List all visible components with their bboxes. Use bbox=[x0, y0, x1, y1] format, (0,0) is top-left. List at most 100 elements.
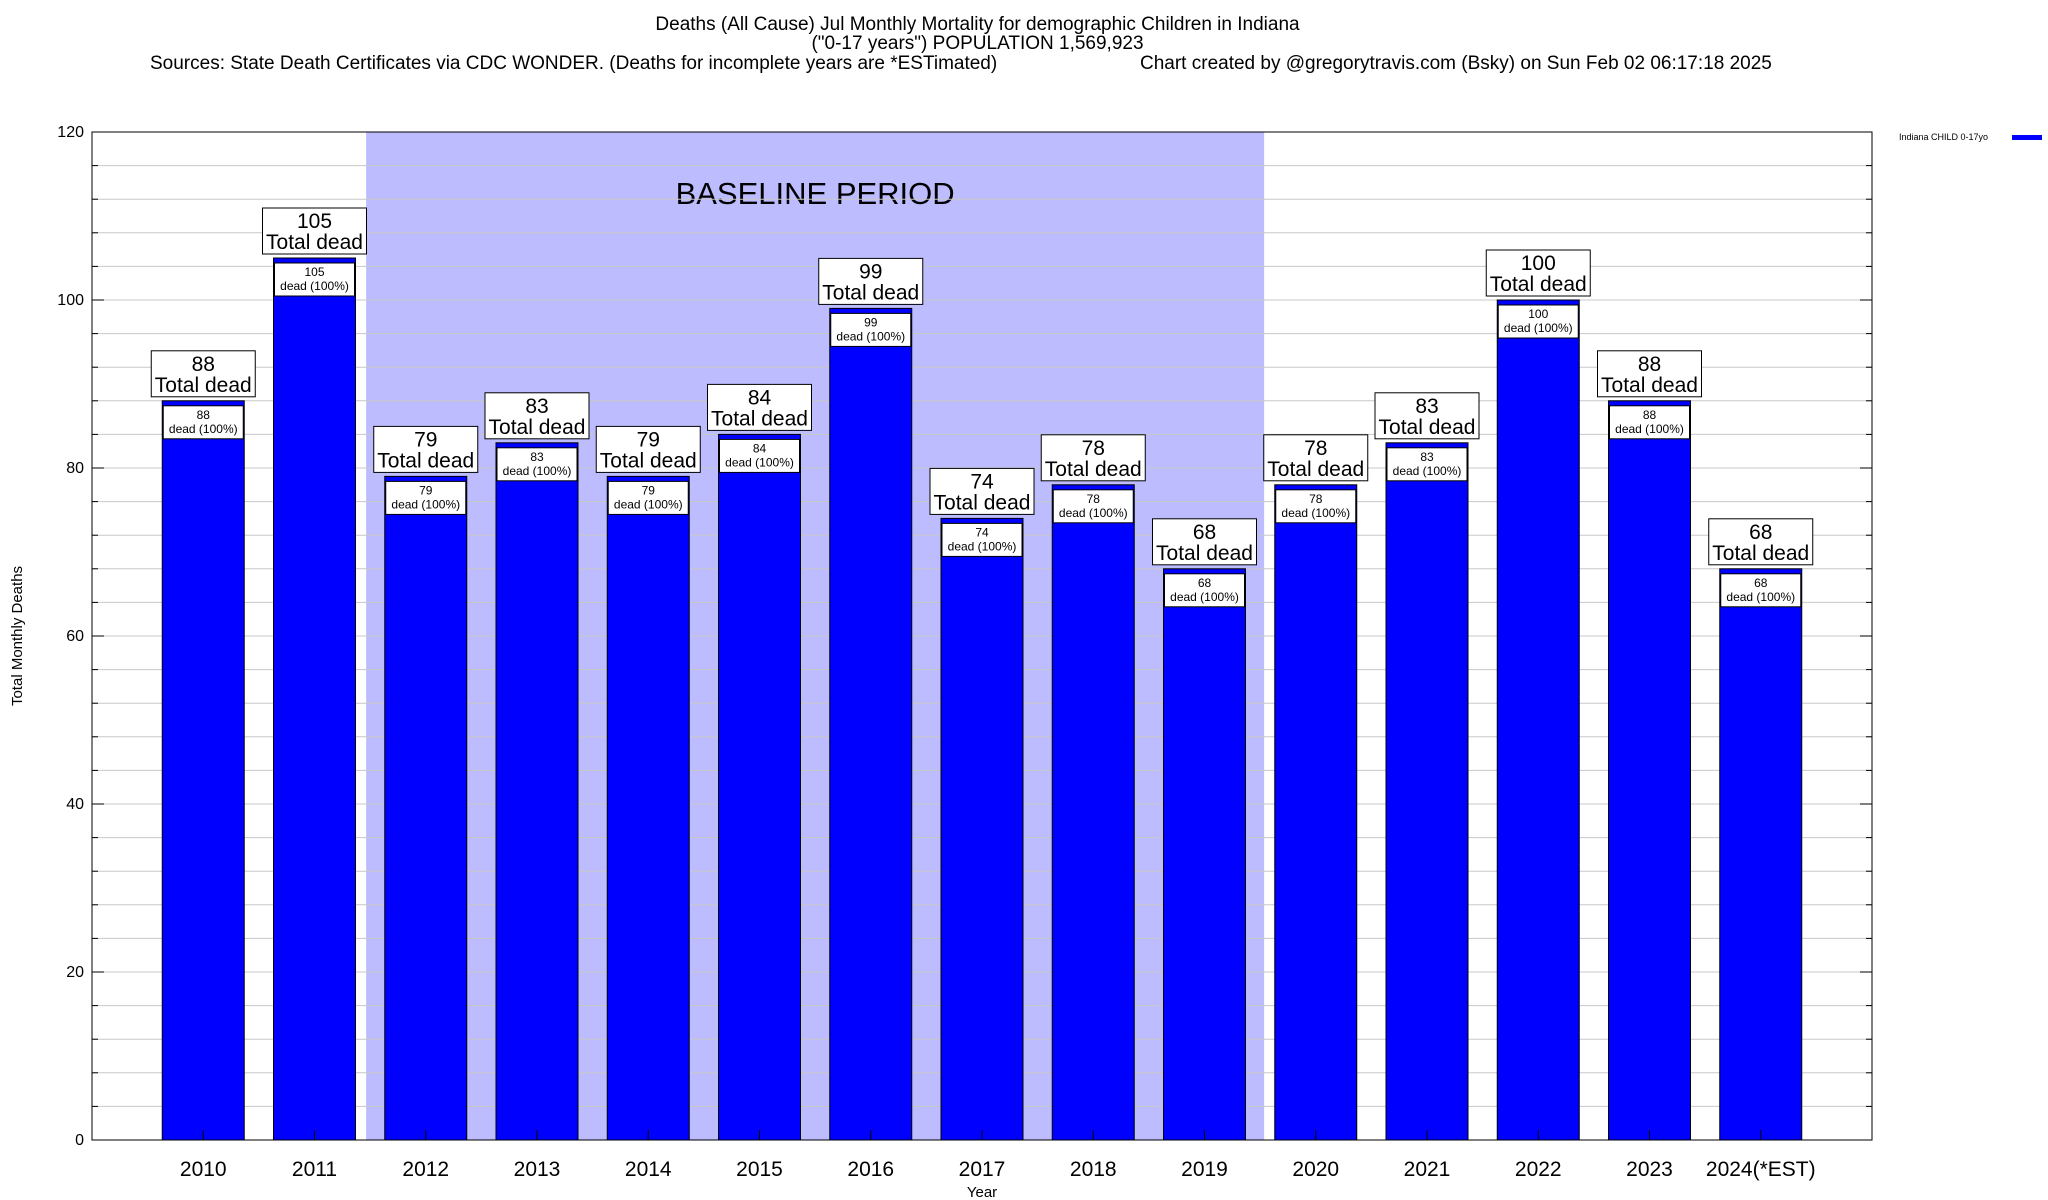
total-dead-label: Total dead bbox=[1379, 416, 1476, 439]
inner-dead-label: dead (100%) bbox=[1393, 464, 1462, 478]
total-label-box bbox=[1040, 434, 1146, 482]
total-value-label: 83 bbox=[525, 395, 548, 418]
total-value-label: 83 bbox=[1415, 395, 1438, 418]
y-tick-label: 80 bbox=[66, 460, 84, 477]
inner-value-label: 99 bbox=[864, 315, 878, 329]
inner-label-box bbox=[830, 312, 912, 347]
inner-value-label: 84 bbox=[753, 441, 767, 455]
total-value-label: 100 bbox=[1521, 252, 1556, 275]
total-label-box bbox=[1263, 434, 1369, 482]
x-tick-label: 2010 bbox=[180, 1158, 227, 1181]
total-label-box bbox=[1485, 249, 1591, 297]
inner-label-box bbox=[1386, 447, 1468, 482]
inner-dead-label: dead (100%) bbox=[1170, 590, 1239, 604]
inner-label-box bbox=[719, 438, 800, 473]
x-tick-label: 2019 bbox=[1181, 1158, 1228, 1181]
total-value-label: 105 bbox=[297, 210, 332, 233]
bar-2012 bbox=[384, 475, 468, 1141]
total-label-box bbox=[262, 207, 367, 255]
x-tick-label: 2013 bbox=[514, 1158, 561, 1181]
x-tick-label: 2017 bbox=[959, 1158, 1006, 1181]
total-label-box bbox=[1374, 392, 1480, 440]
inner-dead-label: dead (100%) bbox=[1726, 590, 1795, 604]
total-label-box bbox=[1152, 518, 1257, 566]
baseline-label: BASELINE PERIOD bbox=[676, 176, 955, 211]
inner-value-label: 88 bbox=[197, 408, 211, 422]
inner-label-box bbox=[1275, 489, 1357, 524]
total-value-label: 68 bbox=[1193, 521, 1216, 544]
total-dead-label: Total dead bbox=[377, 449, 474, 472]
inner-value-label: 68 bbox=[1198, 576, 1212, 590]
inner-value-label: 100 bbox=[1528, 307, 1548, 321]
inner-label-box bbox=[607, 480, 689, 515]
total-value-label: 84 bbox=[748, 386, 772, 409]
total-label-box bbox=[150, 350, 256, 398]
y-tick-label: 20 bbox=[66, 964, 84, 981]
total-value-label: 74 bbox=[970, 470, 994, 493]
bar-2011 bbox=[273, 257, 356, 1141]
y-tick-label: 0 bbox=[75, 1132, 84, 1149]
chart-sources: Sources: State Death Certificates via CD… bbox=[150, 53, 998, 74]
inner-dead-label: dead (100%) bbox=[948, 539, 1017, 553]
inner-label-box bbox=[1720, 573, 1802, 608]
y-tick-label: 60 bbox=[66, 628, 84, 645]
inner-value-label: 88 bbox=[1643, 408, 1657, 422]
total-dead-label: Total dead bbox=[155, 374, 252, 397]
bar-2023 bbox=[1608, 400, 1691, 1141]
total-value-label: 88 bbox=[192, 353, 215, 376]
chart-subtitle: ("0-17 years") POPULATION 1,569,923 bbox=[811, 33, 1144, 54]
inner-label-box bbox=[941, 522, 1023, 557]
bar-2016 bbox=[829, 307, 913, 1141]
total-value-label: 99 bbox=[859, 260, 882, 283]
x-tick-label: 2022 bbox=[1515, 1158, 1562, 1181]
x-tick-label: 2023 bbox=[1626, 1158, 1673, 1181]
total-label-box bbox=[818, 257, 924, 305]
bar-2014 bbox=[606, 475, 690, 1141]
inner-dead-label: dead (100%) bbox=[725, 455, 794, 469]
inner-value-label: 79 bbox=[419, 483, 433, 497]
total-label-box bbox=[373, 425, 479, 473]
inner-dead-label: dead (100%) bbox=[1504, 321, 1573, 335]
bar-2019 bbox=[1163, 568, 1246, 1141]
y-tick-label: 40 bbox=[66, 796, 84, 813]
bar-2015 bbox=[718, 433, 801, 1141]
inner-value-label: 105 bbox=[304, 265, 324, 279]
total-label-box bbox=[1597, 350, 1702, 398]
inner-dead-label: dead (100%) bbox=[614, 497, 683, 511]
axis-labels: 2010 2011 2012 2013 2014 2015 2016 2017 2018 2019… bbox=[9, 124, 1816, 1200]
total-value-label: 78 bbox=[1304, 437, 1327, 460]
bar-2024(*EST) bbox=[1719, 568, 1803, 1141]
inner-label-box bbox=[1164, 573, 1245, 608]
bar-2020 bbox=[1274, 484, 1358, 1141]
total-dead-label: Total dead bbox=[934, 491, 1031, 514]
total-label-box bbox=[1708, 518, 1814, 566]
total-dead-label: Total dead bbox=[1490, 273, 1587, 296]
total-value-label: 68 bbox=[1749, 521, 1772, 544]
total-value-label: 79 bbox=[637, 428, 660, 451]
inner-label-box bbox=[274, 262, 355, 297]
inner-dead-label: dead (100%) bbox=[1059, 506, 1128, 520]
inner-label-box bbox=[496, 447, 578, 482]
y-tick-label: 120 bbox=[57, 124, 84, 141]
total-value-label: 78 bbox=[1082, 437, 1105, 460]
total-dead-label: Total dead bbox=[822, 281, 919, 304]
inner-dead-label: dead (100%) bbox=[503, 464, 572, 478]
total-dead-label: Total dead bbox=[266, 231, 363, 254]
bar-2021 bbox=[1385, 442, 1469, 1141]
bar-2022 bbox=[1496, 299, 1580, 1141]
bar-2017 bbox=[940, 517, 1024, 1141]
x-tick-label: 2020 bbox=[1292, 1158, 1339, 1181]
inner-value-label: 83 bbox=[530, 450, 544, 464]
bar-2018 bbox=[1051, 484, 1135, 1141]
inner-value-label: 79 bbox=[642, 483, 656, 497]
inner-label-box bbox=[1052, 489, 1134, 524]
inner-dead-label: dead (100%) bbox=[280, 279, 349, 293]
inner-label-box bbox=[162, 405, 244, 440]
chart-title: Deaths (All Cause) Jul Monthly Mortality… bbox=[655, 14, 1300, 35]
y-axis-label: Total Monthly Deaths bbox=[9, 566, 26, 706]
total-label-box bbox=[707, 383, 812, 431]
inner-value-label: 78 bbox=[1087, 492, 1101, 506]
legend: Indiana CHILD 0-17yo bbox=[1899, 132, 2042, 142]
